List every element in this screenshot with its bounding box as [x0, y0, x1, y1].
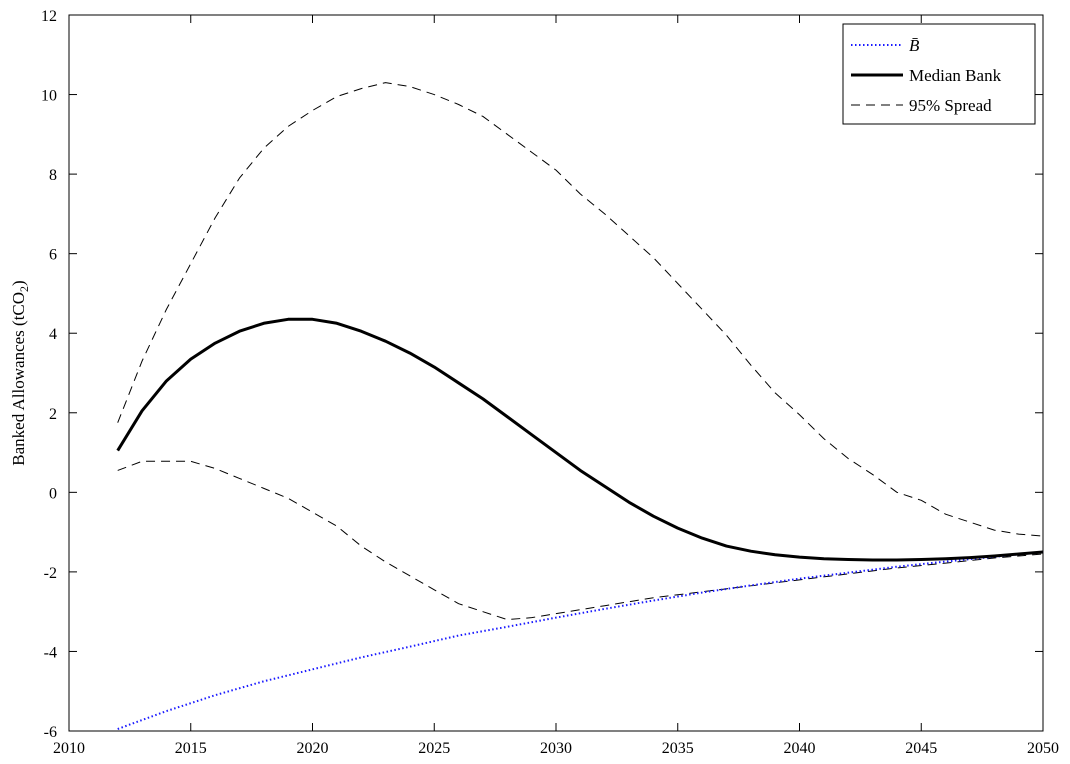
y-tick-label-8: 10	[41, 88, 57, 105]
y-tick-label-2: -2	[44, 565, 57, 582]
x-tick-label-1: 2015	[175, 740, 207, 757]
x-tick-label-6: 2040	[784, 740, 816, 757]
series-line-2	[117, 82, 1044, 537]
y-tick-label-6: 6	[49, 247, 57, 264]
axis-layer: 2010 2015 2020 2025 2030 2035 2040 2045 2050-6-4…	[41, 8, 1059, 757]
y-axis-label-subscript: 2	[17, 286, 31, 292]
y-axis-label-suffix: )	[9, 280, 28, 286]
x-tick-label-7: 2045	[905, 740, 937, 757]
y-tick-label-3: 0	[49, 485, 57, 502]
y-tick-label-9: 12	[41, 8, 57, 25]
x-tick-label-3: 2025	[418, 740, 450, 757]
series-line-3	[117, 460, 1044, 621]
x-tick-label-8: 2050	[1027, 740, 1059, 757]
series-layer	[116, 82, 1044, 730]
legend-label-0: B̄	[909, 36, 920, 55]
series-line-0	[117, 551, 1044, 730]
series-line-1	[116, 317, 1044, 562]
x-tick-label-2: 2020	[297, 740, 329, 757]
y-axis-label: Banked Allowances (tCO2)	[9, 280, 31, 465]
plot-area	[68, 14, 1044, 732]
legend: B̄ Median Bank 95% Spread	[842, 23, 1036, 125]
x-tick-label-4: 2030	[540, 740, 572, 757]
legend-label-2: 95% Spread	[909, 96, 992, 115]
y-axis-label-main: Banked Allowances (tCO	[9, 292, 28, 466]
y-tick-label-0: -6	[44, 724, 57, 741]
y-tick-label-1: -4	[44, 644, 57, 661]
y-tick-label-5: 4	[49, 326, 57, 343]
y-tick-label-7: 8	[49, 167, 57, 184]
y-tick-label-4: 2	[49, 406, 57, 423]
x-tick-label-5: 2035	[662, 740, 694, 757]
legend-label-1: Median Bank	[909, 66, 1002, 85]
x-tick-label-0: 2010	[53, 740, 85, 757]
